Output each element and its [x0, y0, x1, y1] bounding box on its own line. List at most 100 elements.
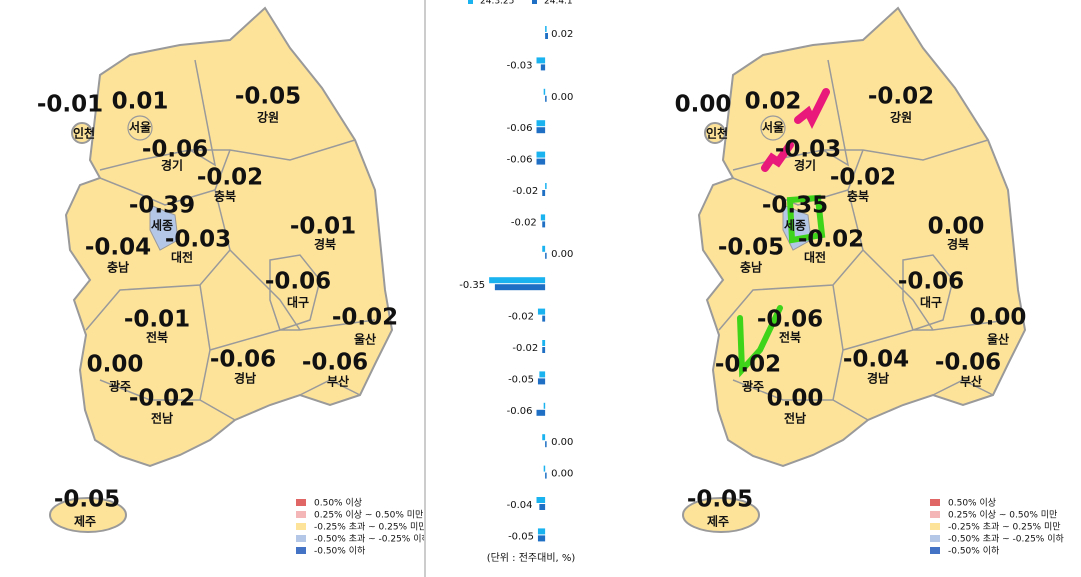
region-value: 0.00 [87, 352, 144, 378]
region-name: 충남 [107, 260, 129, 275]
legend-label: 24.3.25 [480, 0, 514, 7]
legend-label: 0.50% 이상 [314, 498, 362, 509]
region-value: -0.06 [265, 269, 331, 295]
bar [545, 33, 548, 39]
region-value: -0.06 [302, 350, 368, 376]
bar [540, 64, 546, 71]
region-name: 충북 [214, 189, 236, 204]
region-name: 충북 [847, 189, 869, 204]
bar [537, 308, 546, 315]
legend-label: -0.25% 초과 ~ 0.25% 미만 [314, 522, 427, 533]
legend-swatch [930, 535, 940, 542]
legend-label: -0.25% 초과 ~ 0.25% 미만 [948, 522, 1061, 533]
legend-swatch [296, 523, 306, 530]
bar [542, 221, 546, 228]
region-value: -0.04 [85, 235, 151, 261]
bar [536, 497, 546, 503]
region-name: 광주 [109, 379, 131, 394]
region-name: 인천 [73, 126, 95, 141]
map-outline [49, 7, 393, 533]
region-value: -0.06 [142, 137, 208, 163]
region-name: 서울 [129, 120, 151, 135]
annotation-check [761, 141, 794, 172]
region-value: -0.02 [830, 165, 896, 191]
region-value: -0.02 [868, 84, 934, 110]
bar [536, 120, 546, 127]
region-name: 전남 [151, 411, 173, 426]
bar [537, 528, 546, 535]
region-name: 울산 [987, 332, 1009, 347]
bar [545, 183, 547, 189]
bar [545, 252, 547, 259]
data-label: -0.06 [507, 406, 533, 417]
region-name: 울산 [354, 332, 376, 347]
region-value: 0.01 [112, 89, 169, 115]
region-name: 경기 [794, 158, 816, 173]
bar [537, 535, 546, 542]
region-value: 0.00 [970, 305, 1027, 331]
region-name: 전남 [784, 411, 806, 426]
region-name: 대구 [287, 296, 309, 310]
legend-swatch [296, 499, 306, 506]
legend-swatch [930, 523, 940, 530]
bar [489, 277, 546, 284]
region-value: -0.06 [935, 350, 1001, 376]
data-label: -0.02 [512, 343, 538, 354]
bar [542, 245, 546, 252]
region-value: -0.01 [124, 307, 190, 333]
region-name: 전북 [779, 330, 801, 345]
region-name: 대전 [171, 250, 193, 265]
data-label: -0.04 [507, 500, 533, 511]
region-name: 서울 [762, 120, 784, 135]
region-name: 경기 [161, 158, 183, 173]
region-name: 부산 [960, 374, 982, 389]
region-name: 전북 [146, 330, 168, 345]
legend-swatch [930, 499, 940, 506]
bar [536, 151, 546, 158]
unit-label: (단위 : 전주대비, %) [487, 551, 576, 564]
map-outline [682, 7, 1026, 533]
region-name: 대전 [804, 250, 826, 265]
region-value: -0.04 [843, 347, 909, 373]
region-name: 경남 [867, 371, 889, 386]
data-label: -0.02 [508, 312, 534, 323]
region-value: -0.02 [715, 352, 781, 378]
bar [543, 465, 546, 472]
region-name: 제주 [74, 515, 96, 529]
annotation-box [786, 194, 826, 244]
bar [542, 340, 546, 346]
region-name: 대구 [920, 296, 942, 310]
region-name: 광주 [742, 379, 764, 394]
region-value: -0.05 [718, 235, 784, 261]
bar [536, 158, 546, 165]
region-name: 부산 [327, 374, 349, 389]
legend-swatch [296, 547, 306, 554]
region-value: -0.03 [165, 227, 231, 253]
bar-chart: 0.02 -0.03 0.00 -0.06 -0.06 -0.02 -0.02 0.00 -0.… [459, 0, 575, 564]
region-value: -0.35 [762, 193, 828, 219]
region-value: -0.06 [898, 269, 964, 295]
region-value: -0.05 [235, 84, 301, 110]
bar [536, 409, 546, 416]
data-label: -0.06 [507, 123, 533, 134]
region-value: -0.02 [332, 305, 398, 331]
legend-label: -0.50% 이하 [948, 546, 1000, 557]
region-value: -0.06 [757, 307, 823, 333]
legend-label: -0.50% 초과 ~ -0.25% 이하 [948, 534, 1065, 545]
bar [545, 95, 547, 102]
bar [542, 347, 546, 353]
bar [539, 371, 546, 378]
bar [540, 214, 546, 221]
region-value: -0.39 [129, 193, 195, 219]
region-value: -0.02 [798, 227, 864, 253]
bar [536, 57, 546, 64]
bar [539, 504, 546, 510]
data-label: 0.00 [551, 249, 573, 260]
legend-swatch [296, 535, 306, 542]
region-value: 0.02 [745, 89, 802, 115]
legend-label: 0.25% 이상 ~ 0.50% 미만 [314, 510, 423, 521]
region-name: 경북 [314, 238, 336, 252]
right-map: 0.02서울-0.03경기0.00인천-0.06부산-0.06대구-0.02광주… [675, 7, 1065, 557]
region-name: 경남 [234, 371, 256, 386]
region-value: 0.00 [675, 92, 732, 118]
